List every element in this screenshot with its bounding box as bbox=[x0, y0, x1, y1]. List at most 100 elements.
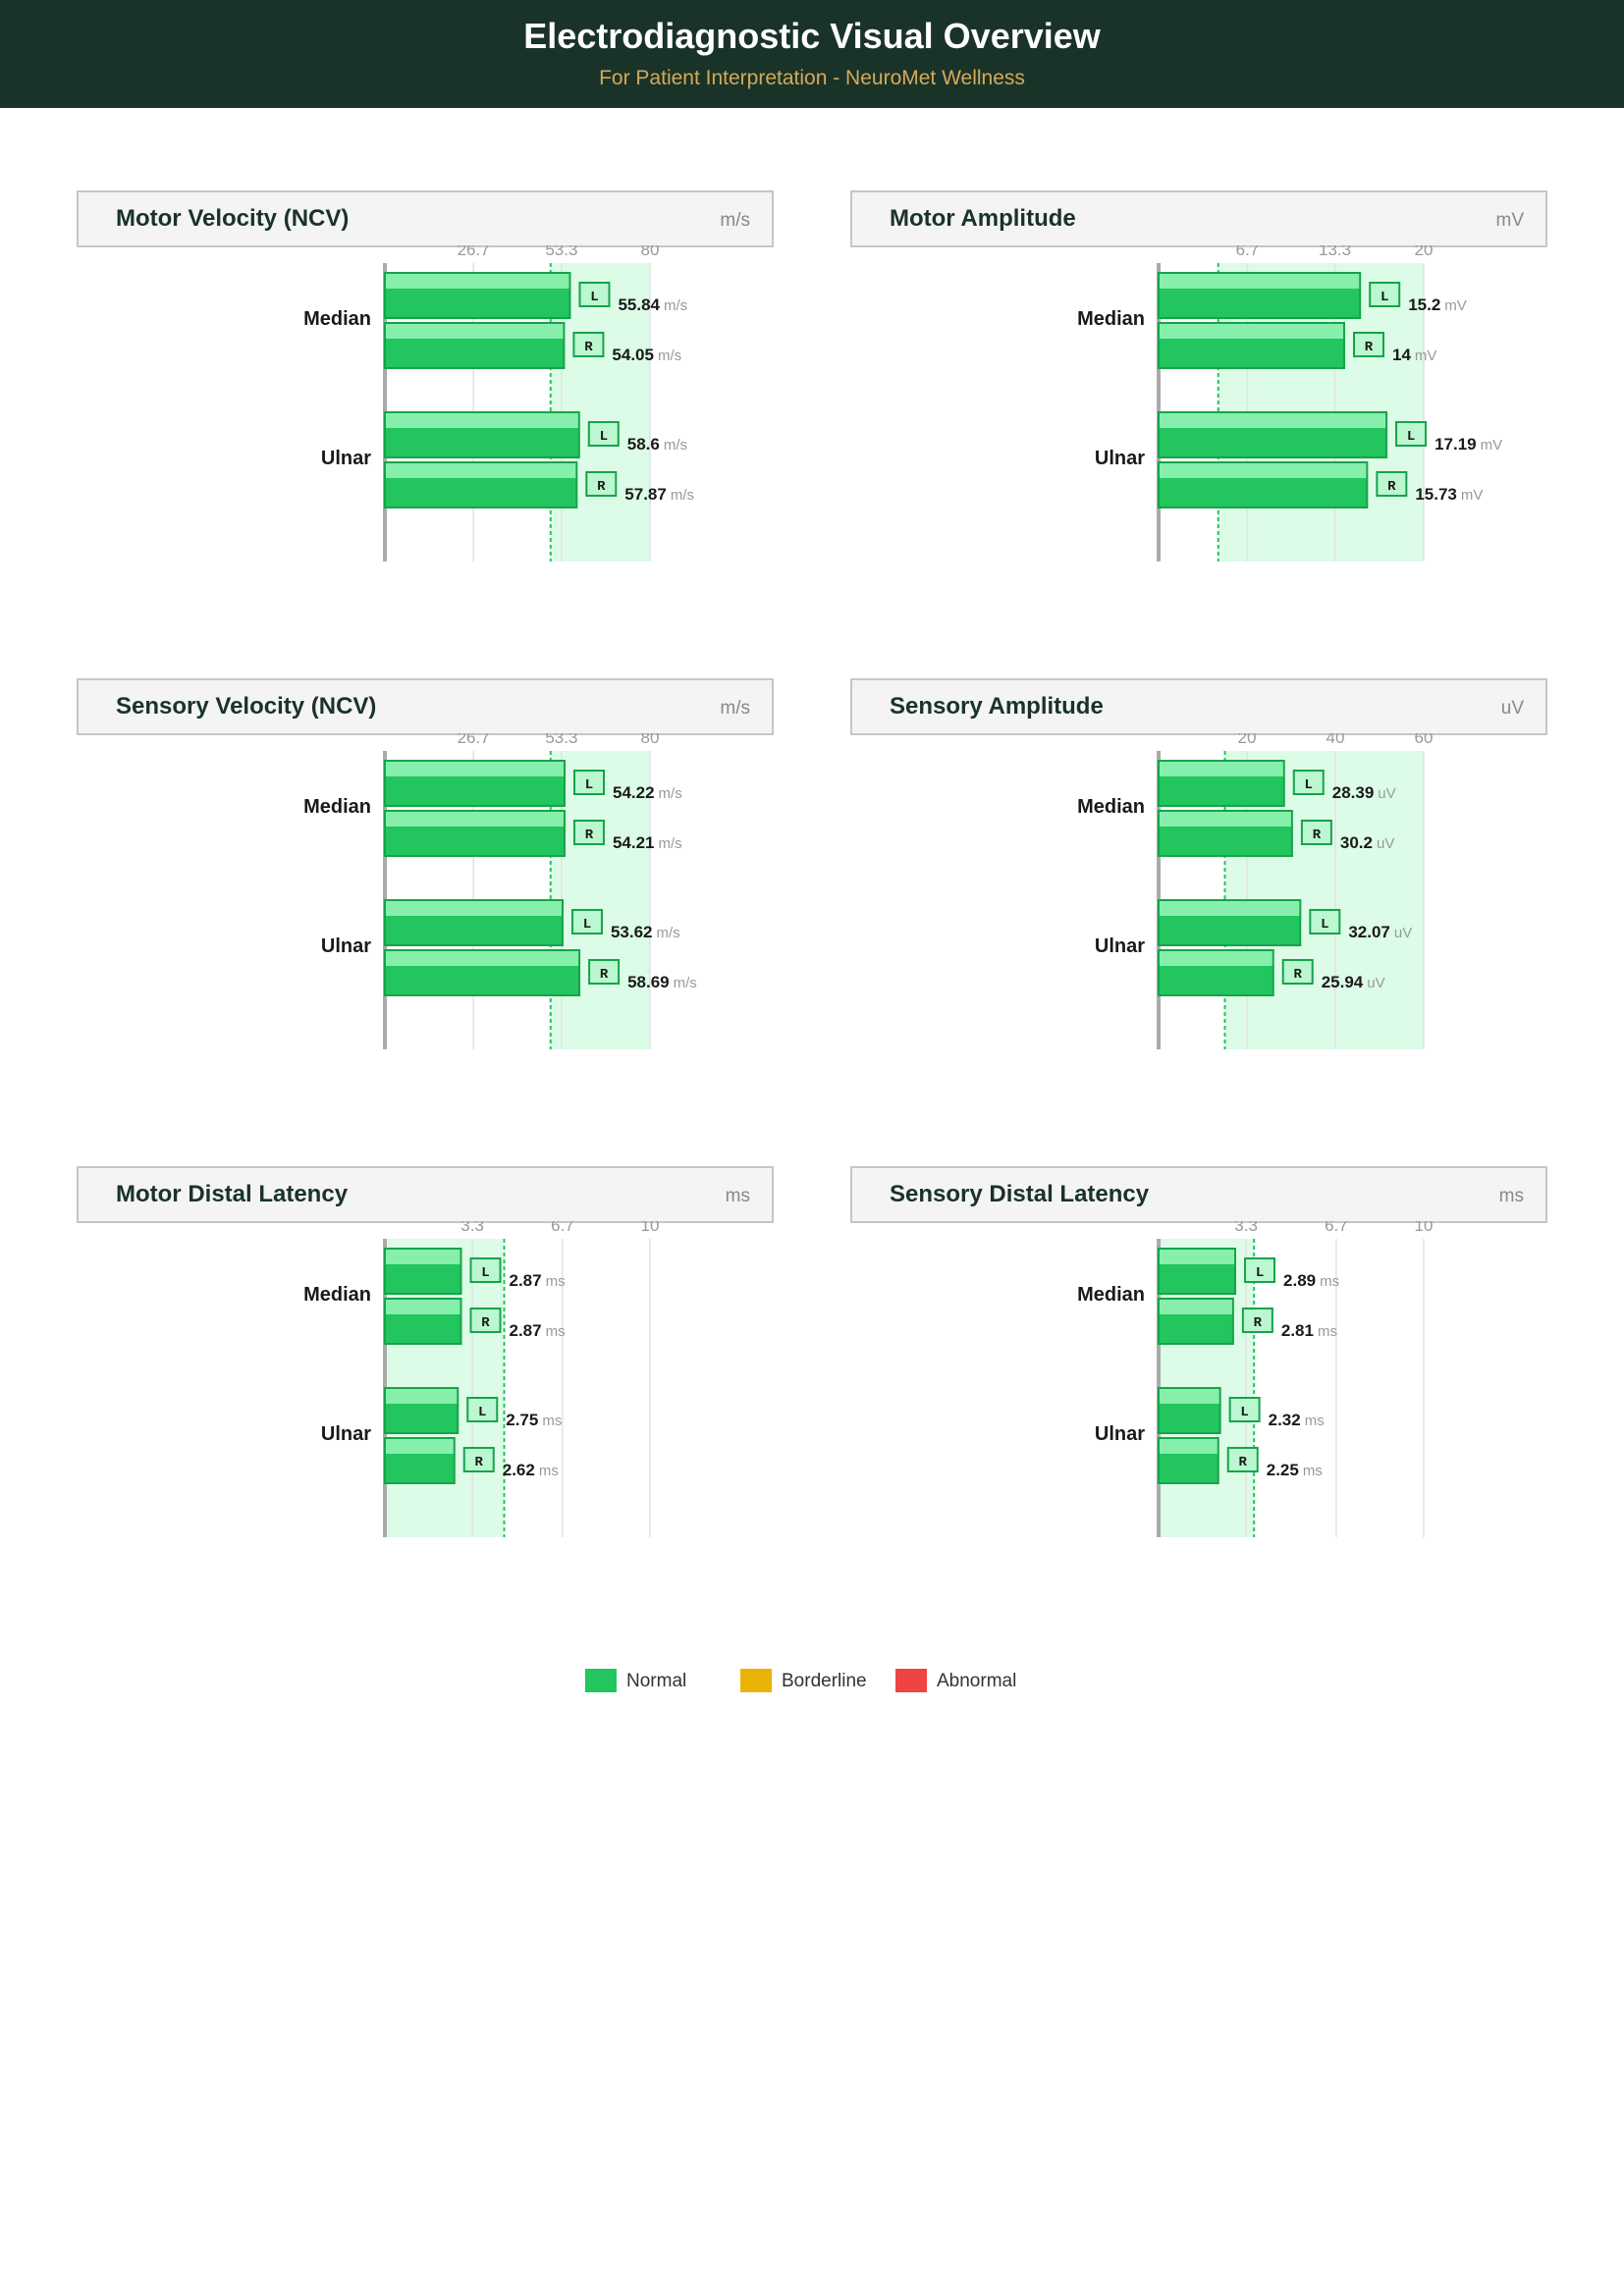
side-badge-label: R bbox=[600, 967, 609, 983]
value-label: 2.62 ms bbox=[503, 1461, 559, 1479]
value-label: 14 mV bbox=[1392, 346, 1436, 364]
value-number: 2.81 bbox=[1281, 1321, 1314, 1340]
bar-highlight bbox=[386, 1389, 458, 1404]
bar-r-median: R 2.81 ms bbox=[1158, 1298, 1337, 1345]
category-label: Median bbox=[303, 1284, 371, 1306]
value-label: 30.2 uV bbox=[1340, 833, 1394, 852]
side-badge bbox=[1353, 332, 1384, 357]
x-tick-label: 6.7 bbox=[1236, 245, 1260, 259]
value-unit: uV bbox=[1378, 785, 1395, 802]
side-badge-label: L bbox=[478, 1405, 486, 1420]
category-label: Ulnar bbox=[1095, 1423, 1145, 1445]
value-number: 28.39 bbox=[1332, 783, 1375, 802]
bar-highlight bbox=[1160, 1389, 1219, 1404]
value-number: 32.07 bbox=[1348, 923, 1390, 941]
category-label: Ulnar bbox=[1095, 935, 1145, 957]
chart-panel-motor-distal-latency: Motor Distal Latency ms 3.3 6.7 10 Median L 2… bbox=[77, 1166, 774, 1588]
value-unit: m/s bbox=[657, 925, 680, 941]
bar-highlight bbox=[1160, 1439, 1218, 1454]
bar-l-ulnar: L 2.75 ms bbox=[384, 1387, 562, 1434]
side-badge-label: R bbox=[1313, 828, 1322, 843]
bar-highlight bbox=[1160, 324, 1343, 339]
value-number: 53.62 bbox=[611, 923, 653, 941]
x-tick-label: 80 bbox=[641, 733, 660, 747]
side-badge bbox=[469, 1257, 502, 1283]
x-tick-label: 20 bbox=[1415, 245, 1434, 259]
panel-unit: mV bbox=[1495, 210, 1525, 231]
panel-title: Sensory Velocity (NCV) bbox=[116, 693, 377, 720]
value-label: 54.22 m/s bbox=[613, 783, 682, 802]
side-badge-label: R bbox=[475, 1455, 484, 1470]
side-badge bbox=[1292, 770, 1325, 795]
bar-l-ulnar: L 53.62 m/s bbox=[384, 899, 680, 946]
value-unit: uV bbox=[1377, 835, 1394, 852]
value-label: 28.39 uV bbox=[1332, 783, 1396, 802]
panel-header: Sensory Amplitude uV bbox=[850, 678, 1547, 735]
panel-header: Sensory Distal Latency ms bbox=[850, 1166, 1547, 1223]
value-unit: m/s bbox=[659, 785, 682, 802]
side-badge bbox=[1226, 1447, 1259, 1472]
value-label: 2.25 ms bbox=[1267, 1461, 1323, 1479]
value-unit: ms bbox=[546, 1273, 566, 1290]
value-number: 2.87 bbox=[509, 1271, 541, 1290]
bar-highlight bbox=[386, 812, 564, 827]
x-tick-label: 6.7 bbox=[551, 1221, 574, 1235]
value-number: 14 bbox=[1392, 346, 1411, 364]
category-label: Median bbox=[1077, 308, 1145, 330]
x-tick-label: 10 bbox=[1415, 1221, 1434, 1235]
value-unit: ms bbox=[1303, 1463, 1323, 1479]
bar-l-median: L 54.22 m/s bbox=[384, 760, 682, 807]
value-number: 2.89 bbox=[1283, 1271, 1316, 1290]
value-unit: m/s bbox=[664, 297, 687, 314]
side-badge bbox=[469, 1308, 502, 1333]
side-badge-label: R bbox=[1294, 967, 1303, 983]
side-badge bbox=[462, 1447, 495, 1472]
side-badge-label: L bbox=[600, 429, 608, 445]
category-label: Ulnar bbox=[1095, 448, 1145, 469]
bar-r-median: R 2.87 ms bbox=[384, 1298, 566, 1345]
side-badge bbox=[1369, 282, 1401, 307]
value-unit: ms bbox=[1320, 1273, 1339, 1290]
x-tick-label: 6.7 bbox=[1325, 1221, 1348, 1235]
value-unit: m/s bbox=[658, 347, 681, 364]
value-unit: m/s bbox=[664, 437, 687, 454]
chart-panel-motor-amplitude: Motor Amplitude mV 6.7 13.3 20 Median L 15.2 m… bbox=[850, 190, 1547, 613]
side-badge-label: L bbox=[1321, 917, 1328, 933]
bar-l-median: L 15.2 mV bbox=[1158, 272, 1467, 319]
side-badge-label: R bbox=[597, 479, 606, 495]
value-number: 2.25 bbox=[1267, 1461, 1299, 1479]
legend-swatch bbox=[585, 1669, 617, 1692]
value-label: 32.07 uV bbox=[1348, 923, 1412, 941]
side-badge-label: L bbox=[590, 290, 598, 305]
side-badge bbox=[1376, 471, 1408, 497]
value-number: 15.2 bbox=[1408, 295, 1440, 314]
value-label: 2.32 ms bbox=[1269, 1411, 1325, 1429]
bar-l-ulnar: L 32.07 uV bbox=[1158, 899, 1412, 946]
panel-header: Motor Velocity (NCV) m/s bbox=[77, 190, 774, 247]
value-unit: mV bbox=[1415, 347, 1437, 364]
bar-highlight bbox=[1160, 463, 1367, 478]
side-badge-label: L bbox=[481, 1265, 489, 1281]
panel-unit: m/s bbox=[720, 210, 750, 231]
category-label: Median bbox=[1077, 1284, 1145, 1306]
panel-title: Sensory Amplitude bbox=[890, 693, 1104, 720]
bar-r-ulnar: R 2.25 ms bbox=[1158, 1437, 1323, 1484]
report-header: Electrodiagnostic Visual Overview For Pa… bbox=[0, 0, 1624, 108]
bar-highlight bbox=[1160, 812, 1291, 827]
legend-swatch bbox=[740, 1669, 772, 1692]
bar-r-ulnar: R 57.87 m/s bbox=[384, 461, 694, 508]
side-badge-label: R bbox=[585, 828, 594, 843]
chart-panel-motor-velocity: Motor Velocity (NCV) m/s 26.7 53.3 80 Media… bbox=[77, 190, 774, 613]
side-badge bbox=[572, 820, 605, 845]
value-label: 2.81 ms bbox=[1281, 1321, 1337, 1340]
value-unit: ms bbox=[546, 1323, 566, 1340]
category-label: Ulnar bbox=[321, 935, 371, 957]
value-number: 2.62 bbox=[503, 1461, 535, 1479]
bar-highlight bbox=[1160, 951, 1272, 966]
value-label: 55.84 m/s bbox=[618, 295, 687, 314]
bar-r-median: R 54.05 m/s bbox=[384, 322, 681, 369]
bar-r-median: R 14 mV bbox=[1158, 322, 1436, 369]
value-unit: m/s bbox=[659, 835, 682, 852]
